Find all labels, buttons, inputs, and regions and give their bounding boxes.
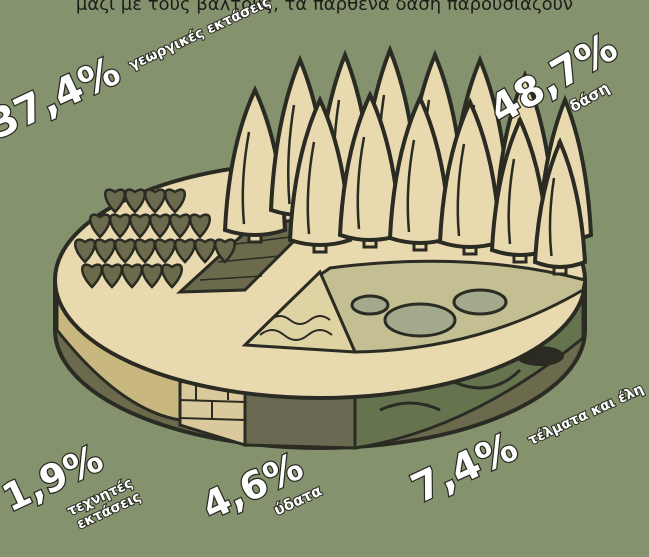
crop-leaf-icon <box>134 238 156 264</box>
crop-leaf-icon <box>189 213 211 239</box>
crop-leaf-icon <box>141 263 163 289</box>
crop-leaf-icon <box>129 213 151 239</box>
tree-icon <box>287 95 353 247</box>
crop-leaf-icon <box>81 263 103 289</box>
crop-leaf-icon <box>104 188 126 214</box>
crop-leaf-icon <box>114 238 136 264</box>
tree-icon <box>387 93 453 245</box>
crop-field <box>74 188 236 289</box>
crop-leaf-icon <box>194 238 216 264</box>
agriculture-percent: 37,4% <box>0 48 127 148</box>
crop-leaf-icon <box>144 188 166 214</box>
crop-leaf-icon <box>214 238 236 264</box>
tree-icon <box>337 90 403 242</box>
crop-leaf-icon <box>74 238 96 264</box>
crop-leaf-icon <box>154 238 176 264</box>
label-water: 4,6% ύδατα <box>194 443 325 530</box>
water-percent: 4,6% <box>195 444 309 528</box>
crop-leaf-icon <box>149 213 171 239</box>
crop-leaf-icon <box>174 238 196 264</box>
caption-text: μαζί με τους βάλτους, τα παρθένα δάση πα… <box>75 0 574 15</box>
tree-icon <box>437 97 503 249</box>
crop-leaf-icon <box>109 213 131 239</box>
crop-leaf-icon <box>94 238 116 264</box>
crop-leaf-icon <box>161 263 183 289</box>
crop-leaf-icon <box>164 188 186 214</box>
label-agriculture: 37,4% γεωργικές εκτάσεις <box>0 0 274 150</box>
crop-leaf-icon <box>121 263 143 289</box>
crop-leaf-icon <box>169 213 191 239</box>
crop-leaf-icon <box>101 263 123 289</box>
tree-icon <box>532 137 588 269</box>
crop-leaf-icon <box>89 213 111 239</box>
marsh-top <box>318 259 587 354</box>
agriculture-label: γεωργικές εκτάσεις <box>127 0 273 74</box>
tree-icon <box>489 115 551 257</box>
crop-leaf-icon <box>124 188 146 214</box>
forest-trees <box>222 44 594 276</box>
